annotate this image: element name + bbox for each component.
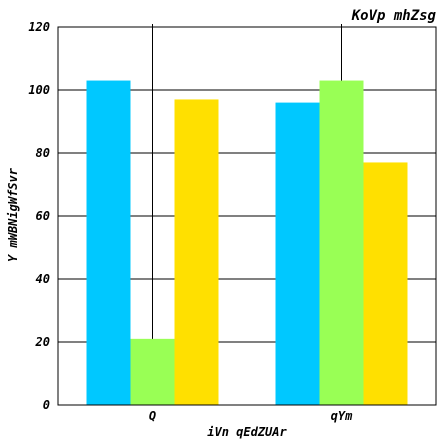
y-axis-label: Y mWBNigWfSvr [6,167,20,262]
bars [86,80,408,406]
bar-qYm-series-1 [275,102,320,405]
y-tick-label: 40 [36,272,50,286]
x-tick-label: Q [149,409,156,423]
y-tick-labels: 0 20 40 60 80 100 120 [28,20,50,412]
bar-qYm-series-3 [363,162,408,405]
y-tick-label: 100 [28,83,50,97]
chart-title: KoVp mhZsg [351,8,437,24]
bar-Q-series-1 [86,80,131,406]
bar-Q-series-2 [130,338,175,405]
y-tick-label: 80 [36,146,50,160]
bar-qYm-series-2 [319,80,364,406]
y-tick-label: 20 [35,335,50,349]
y-tick-label: 0 [43,398,50,412]
y-tick-label: 120 [28,20,50,34]
bar-Q-series-3 [174,99,219,405]
y-tick-label: 60 [36,209,50,223]
x-tick-label: qYm [331,409,353,423]
plot-frame [57,26,437,406]
x-axis-label: iVn qEdZUAr [207,425,287,439]
